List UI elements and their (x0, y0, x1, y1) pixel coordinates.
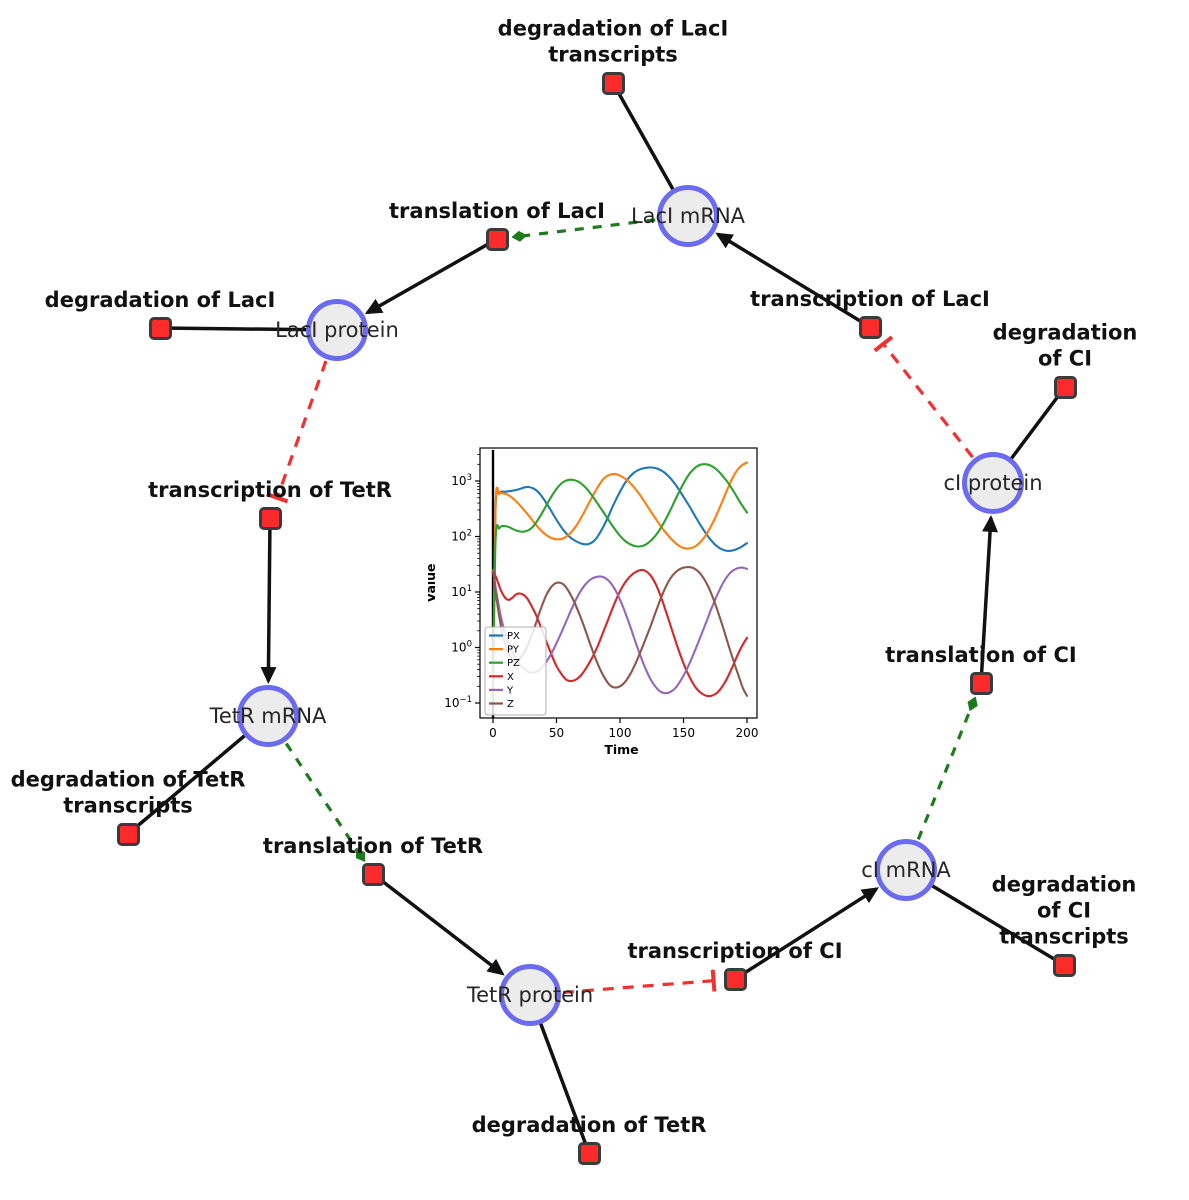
edge-production-tx_tetr-tetr_mrna (260, 517, 277, 685)
series-line-PZ (491, 463, 749, 705)
y-axis-label: Value (428, 563, 438, 602)
edge-inhibition-laci_prot-tx_tetr (266, 360, 328, 504)
reaction-node-tl_ci[interactable] (969, 671, 993, 695)
legend-label-PY: PY (507, 645, 520, 656)
reaction-node-deg_tetr_tx[interactable] (116, 822, 140, 846)
legend-label-X: X (507, 672, 514, 683)
species-label-ci_mrna: cI mRNA (861, 857, 951, 882)
reaction-node-tl_laci[interactable] (485, 227, 509, 251)
x-tick-label: 200 (736, 726, 759, 740)
species-node-ci_prot[interactable] (962, 452, 1024, 514)
x-tick-label: 50 (549, 726, 564, 740)
reaction-label-tx_laci: transcription of LacI (750, 286, 990, 311)
chart-legend: PX PY PZ XYZ (484, 626, 547, 716)
edge-modifier-laci_mrna-tl_laci (511, 218, 656, 242)
reaction-node-deg_laci[interactable] (148, 316, 172, 340)
edge-production-tx_ci-ci_mrna (734, 887, 880, 981)
edge-production-tx_laci-laci_mrna (715, 232, 871, 329)
series-line-PY (491, 461, 749, 705)
species-label-tetr_prot: TetR protein (466, 982, 594, 1007)
reaction-node-deg_laci_tx[interactable] (601, 71, 625, 95)
plot-frame (479, 447, 758, 719)
x-tick-label: 150 (672, 726, 695, 740)
species-node-tetr_mrna[interactable] (237, 685, 299, 747)
species-label-ci_prot: cI protein (943, 470, 1043, 495)
reaction-label-tl_ci: translation of CI (885, 642, 1077, 667)
edge-inhibition-ci_prot-tx_laci (873, 335, 974, 459)
species-label-laci_prot: LacI protein (275, 317, 399, 342)
reaction-label-deg_laci: degradation of LacI (44, 287, 276, 312)
reaction-label-tx_tetr: transcription of TetR (148, 477, 392, 502)
x-tick-label: 0 (489, 726, 497, 740)
inset-chart: 0 50 100 150 200 10−1 100 101 102 103 Time Value PX P… (423, 424, 788, 784)
reaction-label-deg_ci: degradation of CI (992, 320, 1138, 371)
edge-modifier-tetr_mrna-tl_tetr (284, 742, 366, 862)
x-tick-label: 100 (609, 726, 632, 740)
legend-label-Y: Y (506, 685, 514, 696)
legend-label-Z: Z (507, 699, 514, 710)
legend-label-PX: PX (507, 631, 520, 642)
reaction-label-deg_tetr_tx: degradation of TetR transcripts (10, 767, 246, 818)
species-label-laci_mrna: LacI mRNA (630, 203, 746, 228)
x-axis-label: Time (604, 742, 638, 757)
species-node-laci_mrna[interactable] (657, 185, 719, 247)
reaction-label-tx_ci: transcription of CI (627, 938, 843, 963)
series-line-X (491, 568, 749, 698)
reaction-node-deg_ci_tx[interactable] (1052, 953, 1076, 977)
inset-chart-svg: 0 50 100 150 20010−1100101102103TimeValuePXP… (423, 424, 788, 780)
species-label-tetr_mrna: TetR mRNA (209, 703, 327, 728)
edge-modifier-ci_mrna-tl_ci (916, 696, 978, 840)
series-lines (491, 461, 749, 705)
edge-production-tl_laci-laci_prot (364, 237, 498, 315)
reaction-node-deg_ci[interactable] (1053, 375, 1077, 399)
reaction-label-deg_ci_tx: degradation of CI transcripts (991, 871, 1137, 949)
edge-production-tl_tetr-tetr_prot (371, 872, 505, 976)
reaction-node-tx_laci[interactable] (858, 315, 882, 339)
reaction-node-tx_ci[interactable] (723, 967, 747, 991)
species-node-ci_mrna[interactable] (875, 839, 937, 901)
reaction-node-deg_tetr[interactable] (577, 1141, 601, 1165)
reaction-label-tl_tetr: translation of TetR (262, 833, 484, 858)
edge-inhibition-tetr_prot-tx_ci (562, 969, 717, 995)
reaction-node-tx_tetr[interactable] (258, 506, 282, 530)
reaction-label-tl_laci: translation of LacI (389, 198, 605, 223)
edge-production-tl_ci-ci_prot (979, 514, 999, 684)
species-node-tetr_prot[interactable] (499, 964, 561, 1026)
legend-label-PZ: PZ (507, 658, 520, 669)
reaction-node-tl_tetr[interactable] (361, 862, 385, 886)
reaction-label-deg_tetr: degradation of TetR (471, 1112, 707, 1137)
series-line-PX (491, 466, 749, 705)
species-node-laci_prot[interactable] (306, 299, 368, 361)
reaction-label-deg_laci_tx: degradation of LacI transcripts (497, 16, 729, 67)
